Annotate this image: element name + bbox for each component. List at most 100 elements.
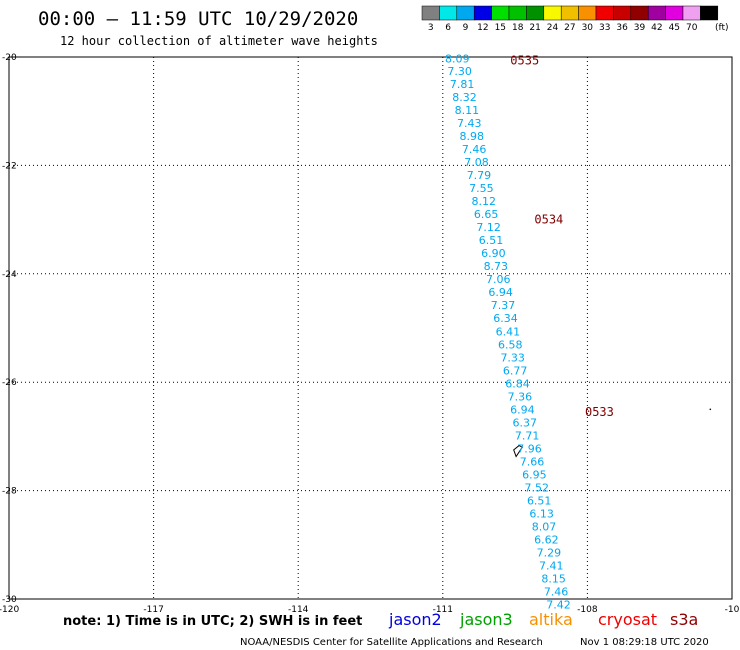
swh-value: 7.66 bbox=[520, 455, 545, 468]
swh-value: 6.90 bbox=[481, 247, 506, 260]
swh-value: 6.94 bbox=[510, 403, 535, 416]
colorbar-swatch bbox=[526, 5, 545, 21]
x-tick-label: -111 bbox=[433, 605, 453, 615]
swh-value: 8.09 bbox=[445, 53, 470, 66]
time-label: 0533 bbox=[585, 405, 614, 419]
swh-value: 6.51 bbox=[527, 494, 552, 507]
x-tick-label: -120 bbox=[0, 605, 19, 615]
x-tick-label: -108 bbox=[577, 605, 598, 615]
colorbar-tick-label: 3 bbox=[428, 23, 434, 33]
swh-value: 8.32 bbox=[452, 91, 477, 104]
legend-cryosat: cryosat bbox=[598, 610, 657, 629]
swh-value: 6.58 bbox=[498, 338, 523, 351]
grid-lines bbox=[9, 57, 732, 599]
swh-value: 8.15 bbox=[541, 572, 566, 585]
colorbar-tick-label: 18 bbox=[512, 23, 524, 33]
swh-value: 8.98 bbox=[459, 130, 484, 143]
y-tick-labels: -20 -22 -24 -26 -28 -30 bbox=[2, 53, 17, 605]
colorbar-tick-label: 27 bbox=[564, 23, 575, 33]
swh-value: 8.73 bbox=[484, 260, 509, 273]
swh-value: 8.07 bbox=[532, 520, 557, 533]
colorbar-swatch bbox=[665, 5, 684, 21]
legend-s3a: s3a bbox=[670, 610, 698, 629]
colorbar-swatch bbox=[421, 5, 440, 21]
colorbar-swatch bbox=[682, 5, 701, 21]
time-label: 0534 bbox=[534, 213, 563, 227]
y-tick-label: -20 bbox=[2, 53, 17, 63]
swh-value: 7.81 bbox=[450, 78, 475, 91]
footer-credit: NOAA/NESDIS Center for Satellite Applica… bbox=[240, 637, 543, 648]
colorbar-swatch bbox=[595, 5, 614, 21]
swh-value: 7.71 bbox=[515, 429, 540, 442]
colorbar-swatch bbox=[439, 5, 458, 21]
time-label: 0535 bbox=[510, 53, 539, 67]
swh-value: 7.96 bbox=[517, 442, 542, 455]
swh-value: 8.11 bbox=[455, 104, 480, 117]
colorbar-swatch bbox=[491, 5, 510, 21]
colorbar-swatch bbox=[700, 5, 719, 21]
colorbar-swatch bbox=[508, 5, 527, 21]
y-tick-label: -30 bbox=[2, 595, 17, 605]
swh-value: 6.34 bbox=[493, 312, 518, 325]
colorbar-tick-label: 30 bbox=[582, 23, 594, 33]
colorbar-tick-label: 15 bbox=[495, 23, 506, 33]
legend-jason3: jason3 bbox=[459, 610, 513, 629]
swh-value: 7.41 bbox=[539, 559, 564, 572]
island-outline bbox=[513, 445, 524, 458]
legend-altika: altika bbox=[529, 610, 573, 629]
swh-value: 7.46 bbox=[544, 585, 569, 598]
swh-value: 7.46 bbox=[462, 143, 487, 156]
satellite-legend: jason2 jason3 altika cryosat s3a bbox=[388, 610, 698, 629]
colorbar-tick-label: 12 bbox=[477, 23, 488, 33]
colorbar-swatch bbox=[560, 5, 579, 21]
colorbar-tick-label: 39 bbox=[634, 23, 646, 33]
island-dot bbox=[709, 408, 712, 411]
swh-value: 6.95 bbox=[522, 468, 547, 481]
colorbar-swatch bbox=[578, 5, 597, 21]
swh-value: 8.12 bbox=[472, 195, 497, 208]
colorbar-swatch bbox=[613, 5, 632, 21]
colorbar-tick-label: 36 bbox=[616, 23, 628, 33]
chart-title: 00:00 – 11:59 UTC 10/29/2020 bbox=[38, 8, 358, 30]
y-tick-label: -24 bbox=[2, 270, 17, 280]
colorbar-tick-label: 33 bbox=[599, 23, 610, 33]
swh-value: 7.55 bbox=[469, 182, 494, 195]
swh-value: 6.41 bbox=[496, 325, 521, 338]
swh-value: 6.13 bbox=[529, 507, 554, 520]
swh-value: 7.12 bbox=[476, 221, 501, 234]
swh-value: 7.43 bbox=[457, 117, 482, 130]
colorbar-swatch bbox=[473, 5, 492, 21]
colorbar-legend: 3 6 9 12 15 18 21 24 27 30 33 36 39 42 45 70 (ft) bbox=[421, 5, 729, 33]
footer-timestamp: Nov 1 08:29:18 UTC 2020 bbox=[580, 637, 709, 648]
colorbar-unit-label: (ft) bbox=[715, 23, 729, 33]
colorbar-tick-label: 45 bbox=[669, 23, 680, 33]
x-tick-label: -10 bbox=[725, 605, 740, 615]
y-tick-label: -22 bbox=[2, 161, 17, 171]
swh-points: 8.097.307.818.328.117.438.987.467.087.79… bbox=[445, 53, 571, 612]
colorbar-swatch bbox=[543, 5, 562, 21]
swh-value: 7.33 bbox=[500, 351, 525, 364]
swh-value: 7.36 bbox=[508, 390, 533, 403]
swh-value: 7.30 bbox=[447, 65, 472, 78]
swh-value: 7.52 bbox=[525, 481, 550, 494]
colorbar-tick-label: 21 bbox=[529, 23, 540, 33]
land-features bbox=[513, 408, 712, 458]
swh-value: 7.08 bbox=[464, 156, 489, 169]
plot-frame bbox=[8, 56, 733, 600]
swh-value: 6.65 bbox=[474, 208, 499, 221]
x-tick-label: -117 bbox=[143, 605, 163, 615]
swh-value: 6.77 bbox=[503, 364, 528, 377]
swh-value: 7.29 bbox=[537, 546, 562, 559]
colorbar-tick-label: 70 bbox=[686, 23, 698, 33]
swh-value: 7.42 bbox=[546, 598, 571, 611]
colorbar-tick-label: 24 bbox=[547, 23, 559, 33]
colorbar-tick-label: 42 bbox=[651, 23, 662, 33]
legend-jason2: jason2 bbox=[388, 610, 442, 629]
swh-value: 7.79 bbox=[467, 169, 492, 182]
y-tick-label: -28 bbox=[2, 487, 17, 497]
swh-value: 6.37 bbox=[512, 416, 537, 429]
x-tick-label: -114 bbox=[288, 605, 309, 615]
colorbar-swatch bbox=[456, 5, 475, 21]
x-tick-labels: -120 -117 -114 -111 -108 -10 bbox=[0, 605, 740, 615]
colorbar-tick-label: 6 bbox=[445, 23, 451, 33]
